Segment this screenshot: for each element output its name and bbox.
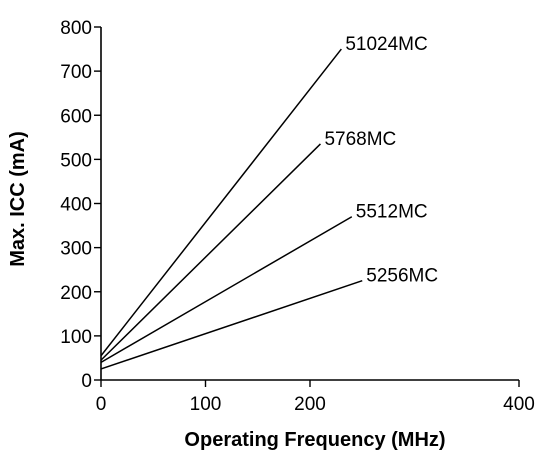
y-axis: 0 100 200 300 400 500 600 700 800 [60,18,102,392]
x-tick-label: 200 [294,394,326,415]
y-tick-label: 500 [60,150,92,171]
series-line-5768MC [100,143,321,361]
y-tick-label: 100 [60,327,92,348]
y-tick-label: 200 [60,283,92,304]
x-axis-title: Operating Frequency (MHz) [184,429,445,451]
series-label: 5256MC [366,266,438,287]
y-axis-title: Max. ICC (mA) [7,131,29,267]
y-tick-label: 400 [60,195,92,216]
series-labels: 51024MC 5768MC 5512MC 5256MC [324,34,438,287]
x-tick-label: 0 [96,394,107,415]
series-lines [100,48,363,370]
y-tick-label: 700 [60,62,92,83]
series-line-51024MC [100,48,342,357]
y-tick-label: 0 [81,371,92,392]
x-axis: 0 100 200 400 [96,379,535,415]
x-tick-label: 400 [503,394,535,415]
y-tick-label: 800 [60,18,92,39]
series-label: 5512MC [356,202,428,223]
y-tick-label: 300 [60,239,92,260]
series-label: 51024MC [345,34,427,55]
series-label: 5768MC [324,129,396,150]
y-tick-label: 600 [60,106,92,127]
series-line-5256MC [100,280,363,370]
series-line-5512MC [100,216,353,363]
x-tick-label: 100 [190,394,222,415]
